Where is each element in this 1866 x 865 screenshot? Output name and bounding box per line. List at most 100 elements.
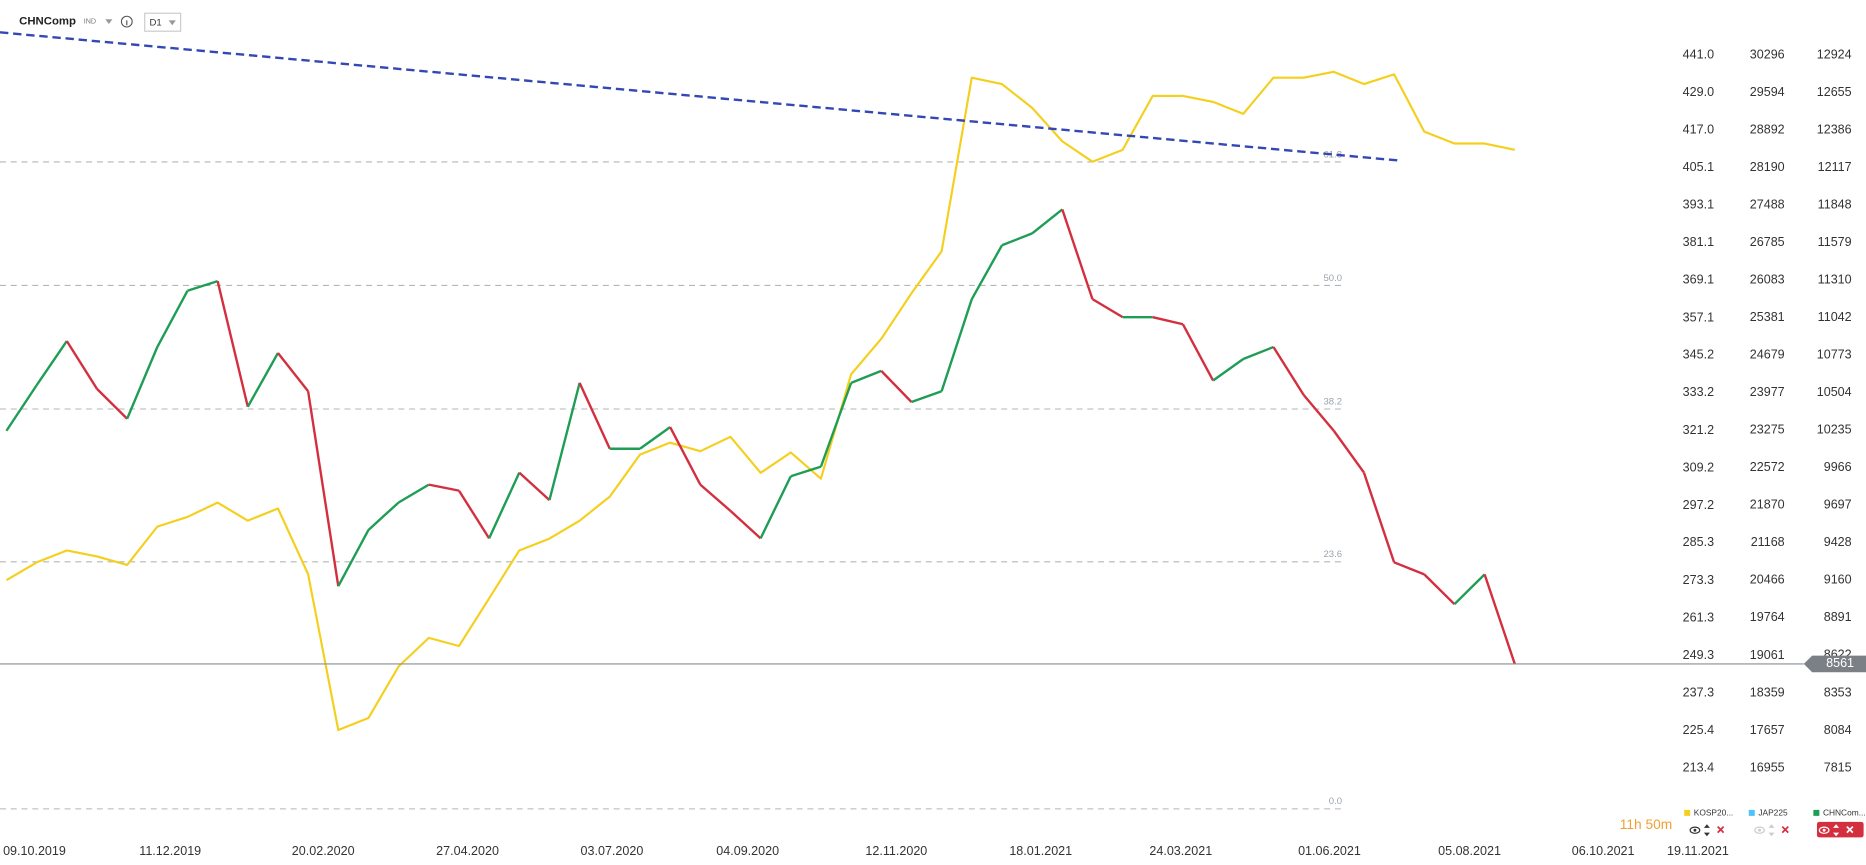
timeframe-dropdown[interactable] — [168, 20, 176, 26]
x-tick-label: 27.04.2020 — [436, 844, 499, 858]
y3-tick-label: 8084 — [1824, 723, 1852, 737]
y-tick-label: 309.2 — [1683, 460, 1714, 474]
price-segment — [1181, 323, 1215, 382]
x-tick-label: 03.07.2020 — [581, 844, 644, 858]
timeframe-box[interactable] — [144, 12, 182, 32]
y3-tick-label: 10773 — [1817, 348, 1852, 362]
x-tick-label: 09.10.2019 — [3, 844, 66, 858]
price-segment — [35, 340, 68, 386]
y-tick-label: 441.0 — [1683, 48, 1714, 62]
price-segment — [911, 390, 943, 404]
visibility-toggle[interactable] — [1689, 826, 1701, 834]
fib-label: 23.6 — [1323, 549, 1342, 560]
y3-tick-label: 8353 — [1824, 685, 1852, 699]
reorder-toggle[interactable] — [1768, 824, 1775, 837]
price-segment — [5, 384, 38, 432]
price-segment — [187, 280, 218, 292]
y2-tick-label: 17657 — [1750, 723, 1785, 737]
price-segment — [246, 352, 280, 408]
price-segment — [729, 509, 762, 540]
price-segment — [639, 426, 671, 450]
price-segment — [1362, 472, 1396, 563]
price-segment — [488, 472, 521, 539]
y2-tick-label: 29594 — [1750, 85, 1785, 99]
y2-tick-label: 19764 — [1750, 610, 1785, 624]
y3-tick-label: 7815 — [1824, 760, 1852, 774]
reorder-toggle[interactable] — [1703, 824, 1710, 837]
price-segment — [1332, 430, 1365, 474]
price-segment — [337, 529, 370, 587]
trendline — [0, 31, 1399, 162]
x-tick-label: 20.02.2020 — [292, 844, 355, 858]
y2-tick-label: 21870 — [1750, 498, 1785, 512]
fib-label: 61.8 — [1323, 149, 1342, 160]
last-price-marker — [1803, 655, 1866, 673]
symbol: CHNComp — [19, 16, 76, 28]
y2-tick-label: 20466 — [1750, 573, 1785, 587]
price-segment — [548, 382, 581, 501]
price-segment — [1393, 561, 1425, 576]
y3-tick-label: 9160 — [1824, 573, 1852, 587]
price-segment — [880, 370, 913, 403]
y2-tick-label: 16955 — [1750, 760, 1785, 774]
legend-swatch — [1684, 809, 1691, 816]
price-segment — [457, 489, 491, 539]
price-segment — [970, 244, 1003, 300]
price-segment — [156, 290, 189, 348]
legend-label: CHNCom... — [1823, 808, 1866, 818]
fib-label: 0.0 — [1329, 796, 1342, 807]
remove-series[interactable] — [1846, 826, 1854, 834]
price-segment — [1212, 358, 1244, 382]
y3-tick-label: 9697 — [1824, 498, 1852, 512]
y3-tick-label: 12386 — [1817, 122, 1852, 136]
price-segment — [1483, 573, 1516, 665]
price-segment — [428, 483, 460, 492]
y2-tick-label: 26785 — [1750, 235, 1785, 249]
reorder-toggle[interactable] — [1833, 824, 1840, 837]
remove-series[interactable] — [1717, 826, 1725, 834]
y3-tick-label: 11042 — [1818, 310, 1852, 324]
y-tick-label: 393.1 — [1683, 198, 1714, 212]
y3-tick-label: 12117 — [1818, 160, 1852, 174]
y-tick-label: 321.2 — [1683, 423, 1714, 437]
x-tick-label: 01.06.2021 — [1298, 844, 1361, 858]
y2-tick-label: 28892 — [1750, 122, 1785, 136]
y3-tick-label: 9428 — [1824, 535, 1852, 549]
y2-tick-label: 24679 — [1750, 348, 1785, 362]
y-tick-label: 297.2 — [1683, 498, 1714, 512]
y2-tick-label: 19061 — [1750, 648, 1785, 662]
y-tick-label: 345.2 — [1683, 348, 1714, 362]
remove-series[interactable] — [1781, 826, 1789, 834]
y-tick-label: 249.3 — [1683, 648, 1714, 662]
symbol-dropdown[interactable] — [105, 19, 113, 25]
fib-label: 50.0 — [1323, 273, 1342, 284]
info-icon[interactable] — [120, 15, 133, 28]
market: IND — [84, 18, 96, 26]
price-segment — [1272, 346, 1305, 396]
countdown: 11h 50m — [1620, 817, 1672, 832]
y3-tick-label: 10235 — [1817, 423, 1852, 437]
y-tick-label: 429.0 — [1683, 85, 1714, 99]
visibility-pupil — [1758, 828, 1761, 832]
y3-tick-label: 12924 — [1817, 47, 1852, 61]
visibility-toggle[interactable] — [1754, 826, 1765, 834]
visibility-pupil — [1693, 828, 1697, 832]
y-tick-label: 357.1 — [1683, 310, 1714, 324]
price-segment — [850, 369, 882, 384]
y3-tick-label: 9966 — [1824, 460, 1852, 474]
price-segment — [1001, 232, 1033, 247]
x-tick-label: 11.12.2019 — [139, 844, 201, 858]
x-tick-label: 12.11.2020 — [865, 844, 927, 858]
last-price-label: 8561 — [1826, 656, 1854, 670]
y-tick-label: 333.2 — [1683, 385, 1714, 399]
visibility-pupil — [1822, 828, 1826, 832]
y2-tick-label: 30296 — [1750, 47, 1785, 61]
price-segment — [759, 475, 792, 539]
visibility-toggle[interactable] — [1818, 826, 1830, 834]
y-tick-label: 261.3 — [1683, 610, 1714, 624]
price-segment — [518, 471, 551, 501]
price-segment — [126, 346, 159, 420]
price-segment — [790, 465, 822, 478]
